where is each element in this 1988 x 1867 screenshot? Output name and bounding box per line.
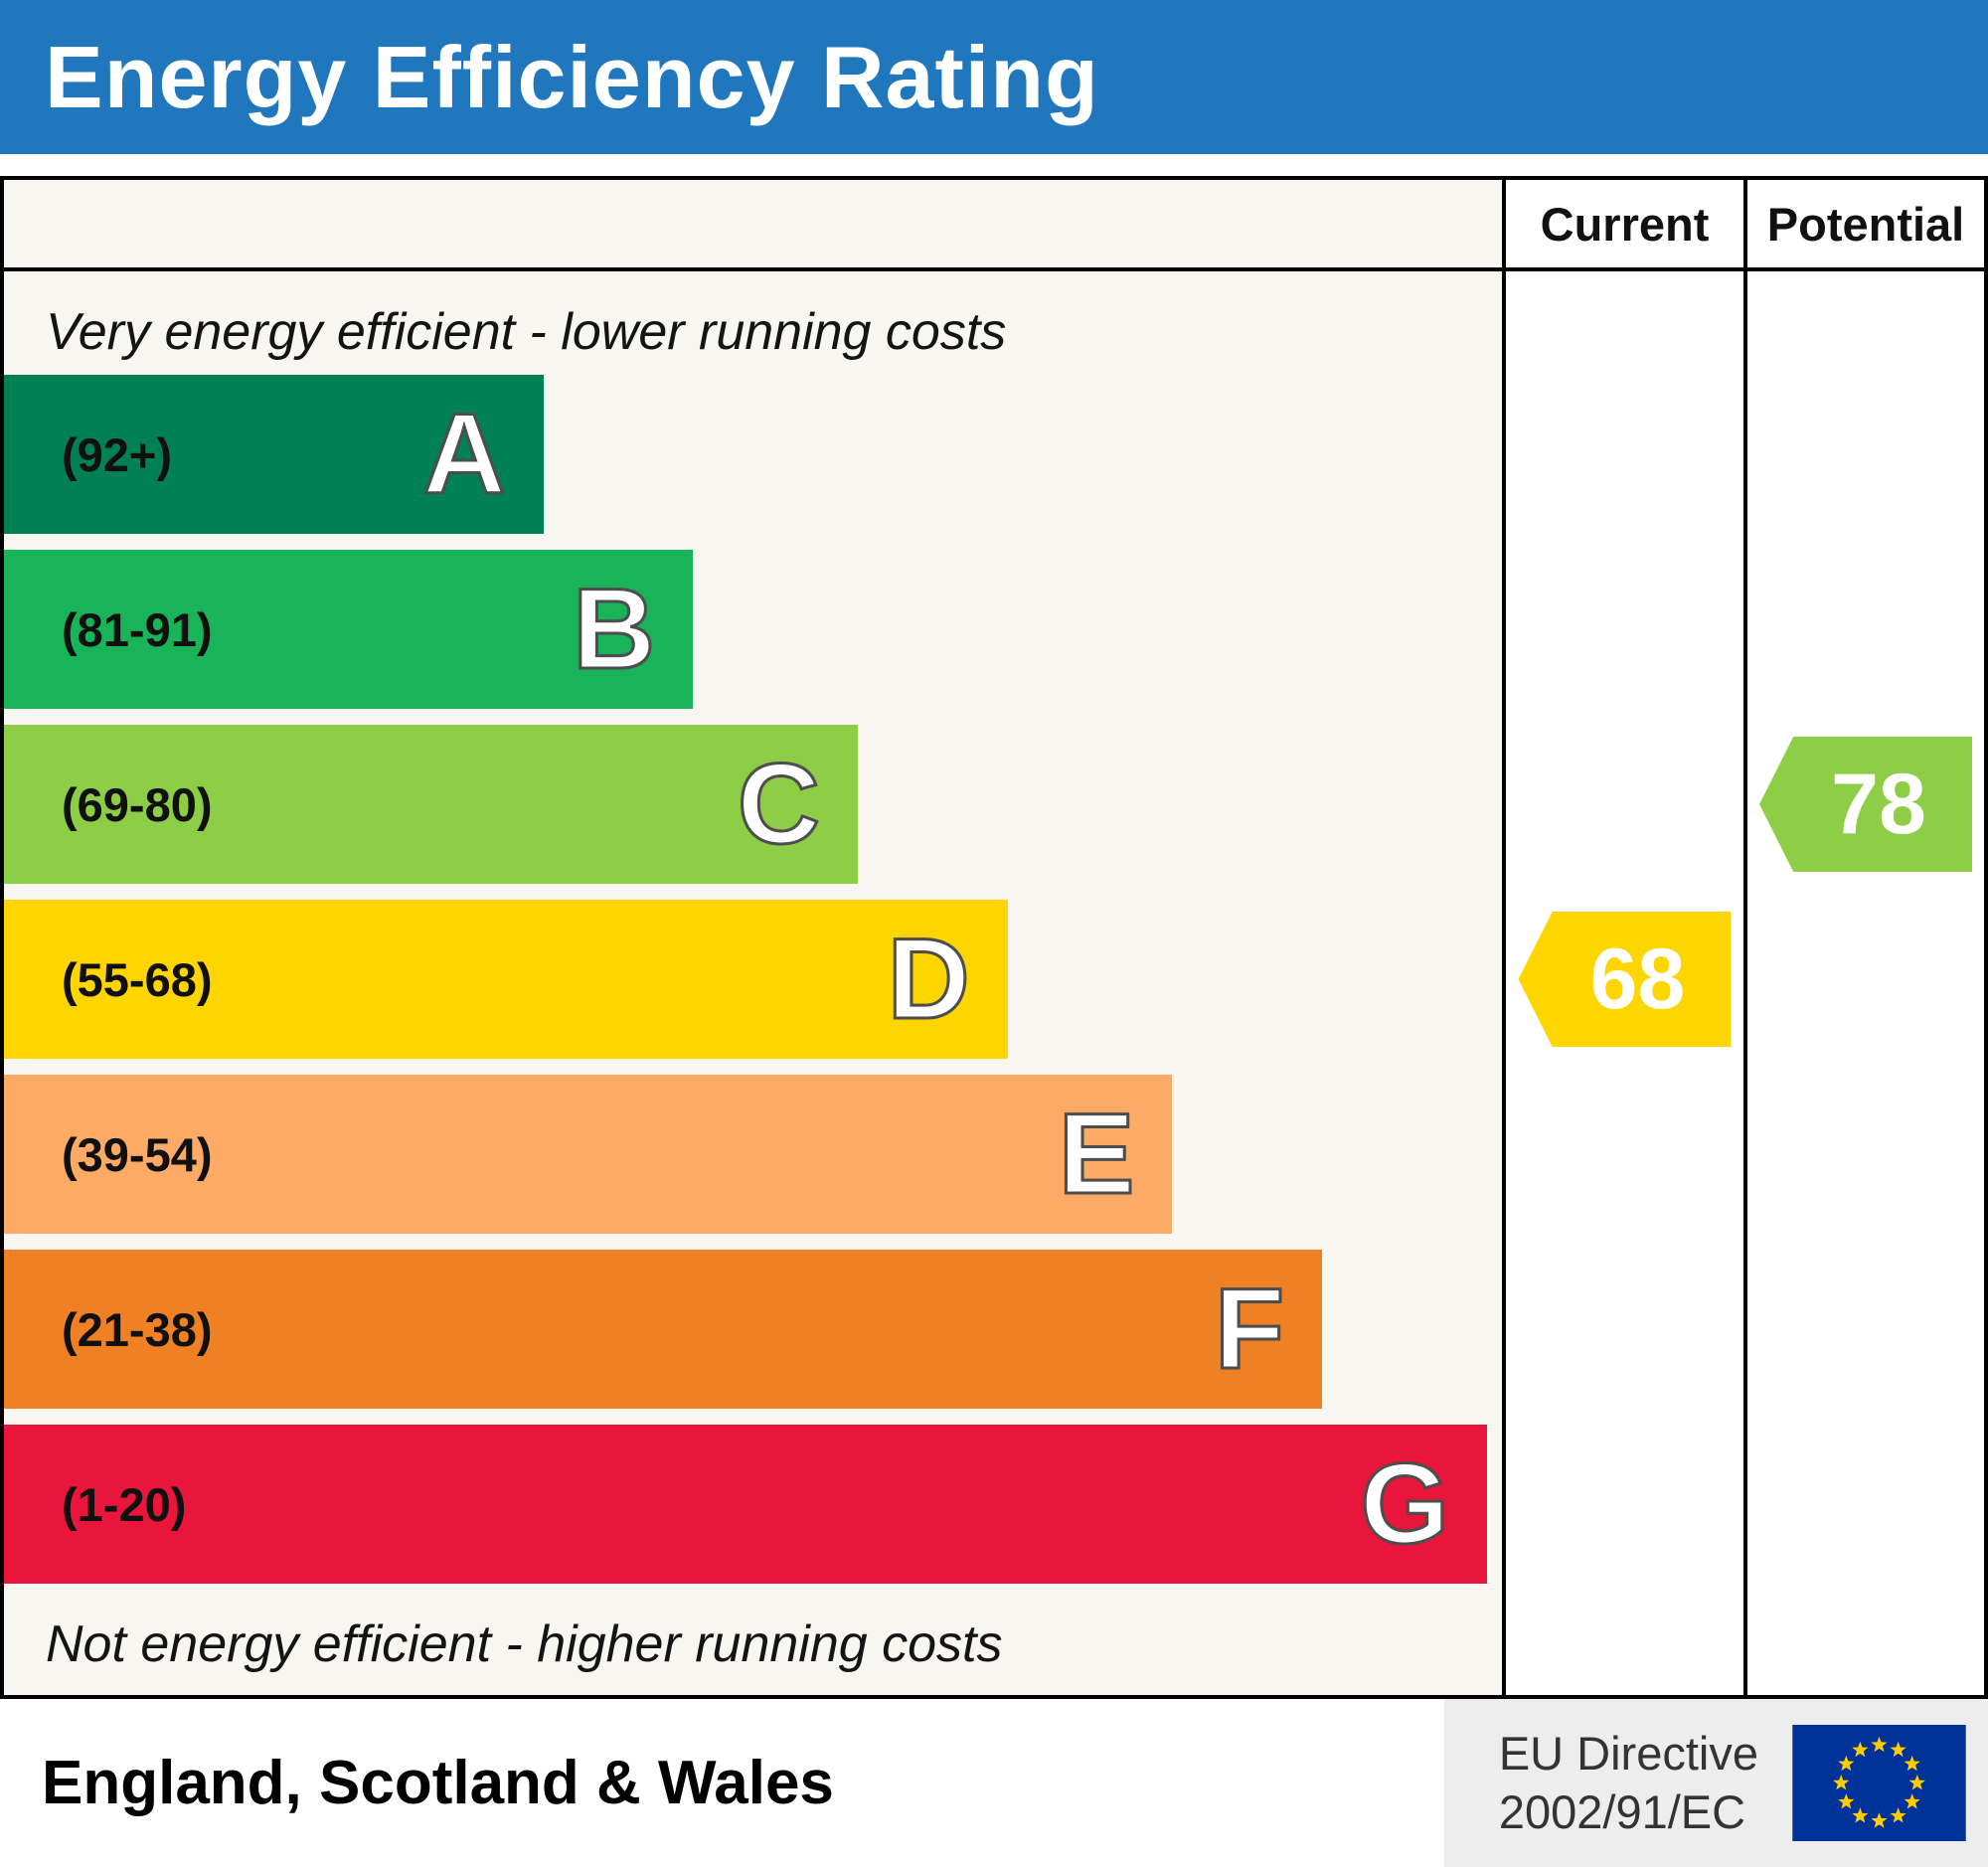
eu-flag-icon [1792,1725,1966,1841]
band-range-label: (1-20) [62,1477,187,1531]
band-range-label: (21-38) [62,1302,213,1356]
band-row-E: (39-54) E [4,1075,1502,1234]
top-note: Very energy efficient - lower running co… [46,303,1007,361]
band-bar-E: (39-54) E [4,1075,1173,1234]
band-range-label: (81-91) [62,602,213,656]
band-range-label: (55-68) [62,952,213,1006]
band-row-D: (55-68) D [4,900,1502,1059]
potential-column-header: Potential [1743,180,1984,271]
current-rating-value: 68 [1589,931,1686,1027]
band-row-A: (92+) A [4,375,1502,534]
banner-gap [0,154,1988,176]
potential-column: 78 [1743,271,1984,1695]
bands-area: Very energy efficient - lower running co… [4,271,1502,1695]
potential-rating-arrow: 78 [1759,737,1972,872]
band-row-F: (21-38) F [4,1250,1502,1409]
bottom-note: Not energy efficient - higher running co… [46,1615,1003,1673]
band-bar-D: (55-68) D [4,900,1008,1059]
band-letter: D [886,915,971,1043]
band-letter: A [421,390,507,518]
eu-directive-line2: 2002/91/EC [1498,1784,1746,1838]
band-row-C: (69-80) C [4,725,1502,884]
band-letter: F [1213,1265,1285,1393]
footer-right: EU Directive 2002/91/EC [1443,1699,1988,1867]
band-list: (92+) A (81-91) B (69-80) C (55-68) D (39-54) E (2… [4,375,1502,1584]
band-row-G: (1-20) G [4,1425,1502,1584]
eu-directive-line1: EU Directive [1498,1726,1758,1780]
band-letter: C [736,740,821,868]
band-range-label: (92+) [62,427,173,481]
band-range-label: (69-80) [62,777,213,831]
region-label: England, Scotland & Wales [42,1749,834,1817]
band-letter: G [1359,1440,1450,1568]
band-bar-F: (21-38) F [4,1250,1323,1409]
title-banner: Energy Efficiency Rating [0,0,1988,154]
band-letter: E [1057,1090,1136,1218]
band-bar-A: (92+) A [4,375,544,534]
footer: England, Scotland & Wales EU Directive 2… [0,1699,1988,1867]
band-bar-C: (69-80) C [4,725,858,884]
potential-rating-value: 78 [1831,756,1926,852]
band-bar-G: (1-20) G [4,1425,1487,1584]
current-rating-arrow: 68 [1518,912,1732,1047]
header-spacer [4,180,1502,271]
band-range-label: (39-54) [62,1127,213,1181]
epc-chart: Current Potential Very energy efficient … [0,176,1988,1699]
band-row-B: (81-91) B [4,550,1502,709]
current-column: 68 [1502,271,1743,1695]
current-column-header: Current [1502,180,1743,271]
eu-directive-label: EU Directive 2002/91/EC [1499,1725,1758,1842]
band-bar-B: (81-91) B [4,550,694,709]
band-letter: B [572,565,657,693]
page-title: Energy Efficiency Rating [45,27,1099,126]
